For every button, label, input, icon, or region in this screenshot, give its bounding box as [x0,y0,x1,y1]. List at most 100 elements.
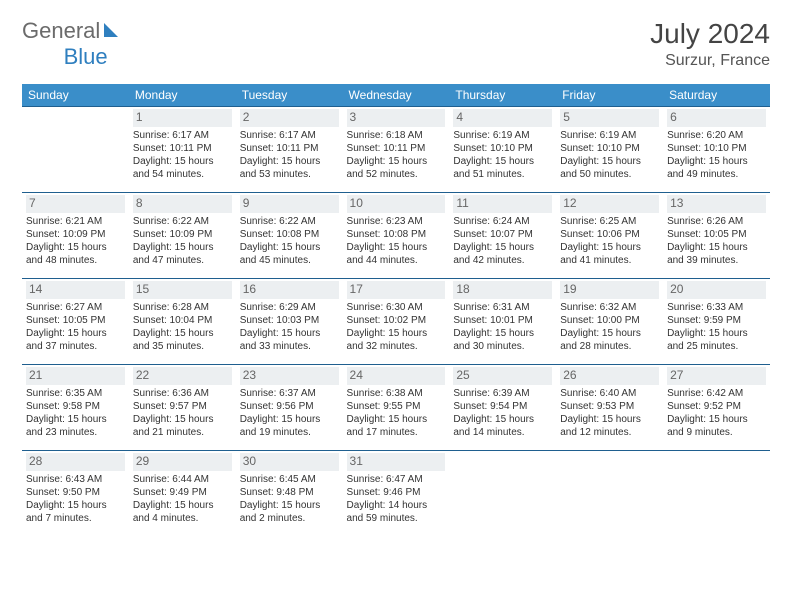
sunrise-line: Sunrise: 6:27 AM [26,301,125,314]
day-number: 16 [240,281,339,299]
calendar-day-cell [663,451,770,537]
day-number: 24 [347,367,446,385]
calendar-body: 1Sunrise: 6:17 AMSunset: 10:11 PMDayligh… [22,107,770,537]
weekday-header: Tuesday [236,84,343,107]
calendar-day-cell: 13Sunrise: 6:26 AMSunset: 10:05 PMDaylig… [663,193,770,279]
sunset-line: Sunset: 10:10 PM [667,142,766,155]
day-number: 31 [347,453,446,471]
weekday-header: Sunday [22,84,129,107]
calendar-week-row: 1Sunrise: 6:17 AMSunset: 10:11 PMDayligh… [22,107,770,193]
calendar-day-cell: 19Sunrise: 6:32 AMSunset: 10:00 PMDaylig… [556,279,663,365]
sunrise-line: Sunrise: 6:23 AM [347,215,446,228]
day-number: 14 [26,281,125,299]
calendar-day-cell: 4Sunrise: 6:19 AMSunset: 10:10 PMDayligh… [449,107,556,193]
sunrise-line: Sunrise: 6:21 AM [26,215,125,228]
calendar-day-cell: 28Sunrise: 6:43 AMSunset: 9:50 PMDayligh… [22,451,129,537]
sunset-line: Sunset: 9:52 PM [667,400,766,413]
calendar-day-cell: 10Sunrise: 6:23 AMSunset: 10:08 PMDaylig… [343,193,450,279]
sunset-line: Sunset: 9:53 PM [560,400,659,413]
weekday-header: Wednesday [343,84,450,107]
sunset-line: Sunset: 10:11 PM [133,142,232,155]
sunrise-line: Sunrise: 6:33 AM [667,301,766,314]
sunset-line: Sunset: 9:57 PM [133,400,232,413]
sunset-line: Sunset: 10:01 PM [453,314,552,327]
weekday-header: Monday [129,84,236,107]
day-number: 23 [240,367,339,385]
title-block: July 2024 Surzur, France [650,18,770,70]
day-number: 30 [240,453,339,471]
daylight-line: Daylight: 15 hours and 47 minutes. [133,241,232,267]
daylight-line: Daylight: 15 hours and 30 minutes. [453,327,552,353]
sunrise-line: Sunrise: 6:38 AM [347,387,446,400]
sunrise-line: Sunrise: 6:31 AM [453,301,552,314]
calendar-day-cell: 27Sunrise: 6:42 AMSunset: 9:52 PMDayligh… [663,365,770,451]
daylight-line: Daylight: 15 hours and 44 minutes. [347,241,446,267]
sunrise-line: Sunrise: 6:39 AM [453,387,552,400]
sunrise-line: Sunrise: 6:17 AM [240,129,339,142]
daylight-line: Daylight: 15 hours and 33 minutes. [240,327,339,353]
day-number: 21 [26,367,125,385]
daylight-line: Daylight: 15 hours and 53 minutes. [240,155,339,181]
day-number: 25 [453,367,552,385]
sunset-line: Sunset: 10:06 PM [560,228,659,241]
calendar-day-cell: 21Sunrise: 6:35 AMSunset: 9:58 PMDayligh… [22,365,129,451]
sunset-line: Sunset: 10:02 PM [347,314,446,327]
calendar-day-cell [22,107,129,193]
daylight-line: Daylight: 15 hours and 21 minutes. [133,413,232,439]
weekday-header: Thursday [449,84,556,107]
daylight-line: Daylight: 15 hours and 17 minutes. [347,413,446,439]
sunset-line: Sunset: 10:07 PM [453,228,552,241]
month-year-title: July 2024 [650,18,770,50]
calendar-week-row: 7Sunrise: 6:21 AMSunset: 10:09 PMDayligh… [22,193,770,279]
calendar-day-cell: 7Sunrise: 6:21 AMSunset: 10:09 PMDayligh… [22,193,129,279]
daylight-line: Daylight: 15 hours and 32 minutes. [347,327,446,353]
sunrise-line: Sunrise: 6:17 AM [133,129,232,142]
day-number: 4 [453,109,552,127]
sunset-line: Sunset: 9:55 PM [347,400,446,413]
calendar-week-row: 28Sunrise: 6:43 AMSunset: 9:50 PMDayligh… [22,451,770,537]
sunset-line: Sunset: 9:48 PM [240,486,339,499]
day-number: 2 [240,109,339,127]
calendar-day-cell [449,451,556,537]
calendar-day-cell: 22Sunrise: 6:36 AMSunset: 9:57 PMDayligh… [129,365,236,451]
calendar-day-cell: 14Sunrise: 6:27 AMSunset: 10:05 PMDaylig… [22,279,129,365]
day-number: 22 [133,367,232,385]
calendar-day-cell: 16Sunrise: 6:29 AMSunset: 10:03 PMDaylig… [236,279,343,365]
day-number: 1 [133,109,232,127]
brand-part2: Blue [64,44,108,69]
daylight-line: Daylight: 15 hours and 23 minutes. [26,413,125,439]
day-number: 7 [26,195,125,213]
sunset-line: Sunset: 10:03 PM [240,314,339,327]
sunset-line: Sunset: 10:09 PM [26,228,125,241]
brand-part1: General [22,18,100,44]
day-number: 3 [347,109,446,127]
location-subtitle: Surzur, France [650,52,770,70]
day-number: 28 [26,453,125,471]
calendar-day-cell: 3Sunrise: 6:18 AMSunset: 10:11 PMDayligh… [343,107,450,193]
daylight-line: Daylight: 15 hours and 28 minutes. [560,327,659,353]
sunset-line: Sunset: 10:10 PM [453,142,552,155]
sunrise-line: Sunrise: 6:35 AM [26,387,125,400]
sunset-line: Sunset: 9:59 PM [667,314,766,327]
day-number: 15 [133,281,232,299]
daylight-line: Daylight: 15 hours and 4 minutes. [133,499,232,525]
sunset-line: Sunset: 9:56 PM [240,400,339,413]
calendar-day-cell: 20Sunrise: 6:33 AMSunset: 9:59 PMDayligh… [663,279,770,365]
sunset-line: Sunset: 10:09 PM [133,228,232,241]
sunrise-line: Sunrise: 6:43 AM [26,473,125,486]
daylight-line: Daylight: 15 hours and 54 minutes. [133,155,232,181]
calendar-day-cell: 23Sunrise: 6:37 AMSunset: 9:56 PMDayligh… [236,365,343,451]
sunset-line: Sunset: 9:49 PM [133,486,232,499]
sunset-line: Sunset: 10:08 PM [240,228,339,241]
sunrise-line: Sunrise: 6:30 AM [347,301,446,314]
daylight-line: Daylight: 15 hours and 50 minutes. [560,155,659,181]
calendar-week-row: 21Sunrise: 6:35 AMSunset: 9:58 PMDayligh… [22,365,770,451]
sunset-line: Sunset: 10:05 PM [667,228,766,241]
daylight-line: Daylight: 15 hours and 7 minutes. [26,499,125,525]
day-number: 19 [560,281,659,299]
sunrise-line: Sunrise: 6:19 AM [560,129,659,142]
sunset-line: Sunset: 10:10 PM [560,142,659,155]
calendar-header-row: SundayMondayTuesdayWednesdayThursdayFrid… [22,84,770,107]
daylight-line: Daylight: 15 hours and 19 minutes. [240,413,339,439]
daylight-line: Daylight: 15 hours and 49 minutes. [667,155,766,181]
